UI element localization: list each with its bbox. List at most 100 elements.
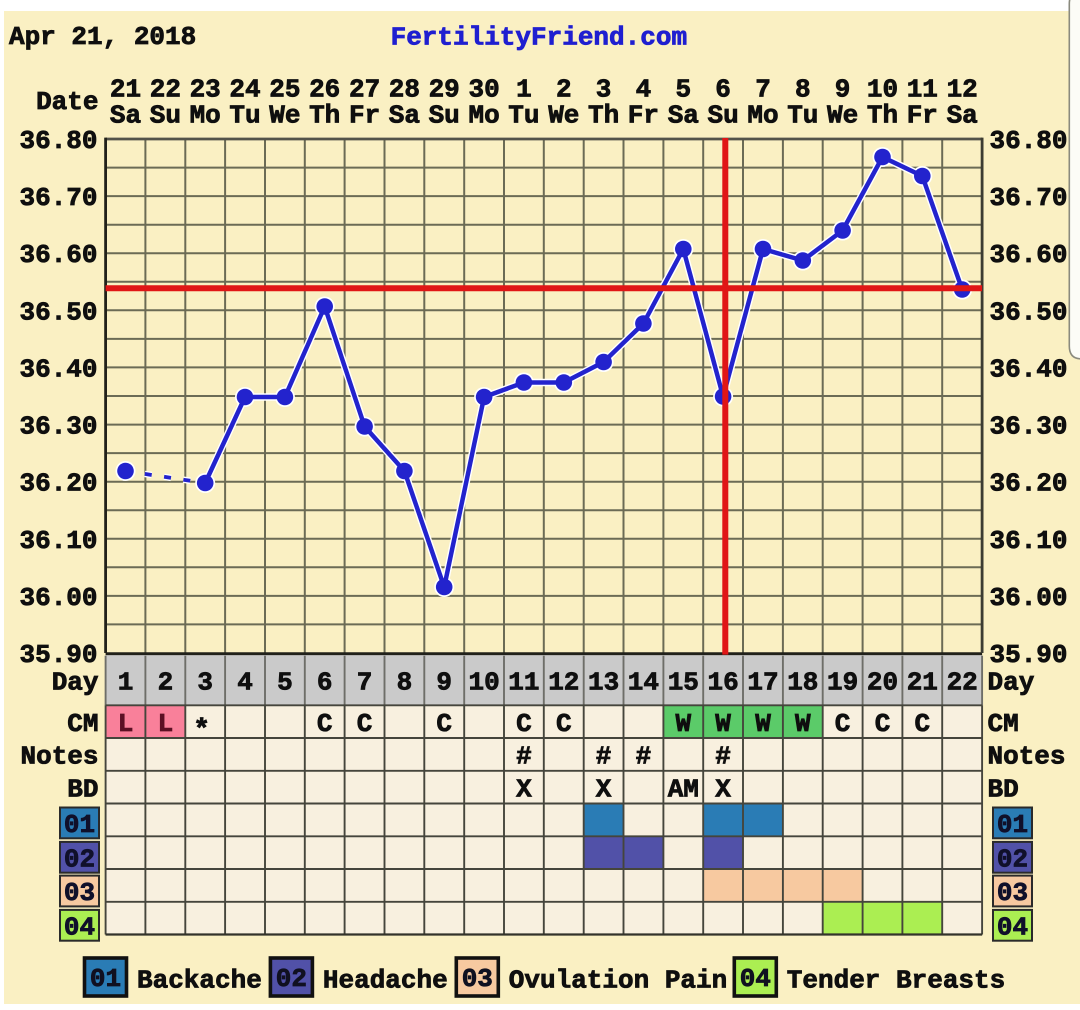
svg-text:Sa: Sa (668, 101, 699, 131)
svg-text:36.30: 36.30 (19, 412, 97, 442)
svg-text:01: 01 (997, 810, 1028, 840)
svg-text:We: We (827, 101, 858, 131)
svg-text:C: C (556, 709, 572, 739)
svg-text:35.90: 35.90 (19, 640, 97, 670)
svg-text:Date: Date (36, 87, 98, 117)
svg-text:2: 2 (556, 75, 572, 105)
svg-text:16: 16 (707, 668, 738, 698)
svg-text:2: 2 (158, 668, 174, 698)
svg-text:C: C (875, 709, 891, 739)
svg-text:Th: Th (867, 101, 898, 131)
svg-text:W: W (675, 709, 691, 739)
svg-text:03: 03 (997, 878, 1028, 908)
svg-text:25: 25 (269, 75, 300, 105)
svg-text:02: 02 (276, 964, 307, 994)
svg-text:30: 30 (468, 75, 499, 105)
svg-text:8: 8 (795, 75, 811, 105)
svg-text:03: 03 (462, 964, 493, 994)
svg-text:W: W (795, 709, 811, 739)
svg-text:C: C (357, 709, 373, 739)
svg-text:36.00: 36.00 (990, 583, 1068, 613)
svg-text:BD: BD (988, 774, 1019, 804)
svg-text:21: 21 (907, 668, 938, 698)
svg-text:36.80: 36.80 (19, 126, 97, 156)
svg-text:Ovulation Pain: Ovulation Pain (509, 965, 727, 995)
svg-text:5: 5 (675, 75, 691, 105)
svg-text:19: 19 (827, 668, 858, 698)
svg-text:C: C (914, 709, 930, 739)
svg-text:01: 01 (90, 964, 121, 994)
svg-text:36.10: 36.10 (19, 526, 97, 556)
svg-text:36.50: 36.50 (19, 297, 97, 327)
svg-text:Apr 21, 2018: Apr 21, 2018 (9, 22, 196, 52)
svg-text:26: 26 (309, 75, 340, 105)
svg-text:W: W (715, 709, 731, 739)
svg-text:36.60: 36.60 (990, 240, 1068, 270)
svg-text:11: 11 (508, 668, 539, 698)
svg-text:Sa: Sa (389, 101, 420, 131)
svg-text:36.70: 36.70 (990, 183, 1068, 213)
svg-text:We: We (548, 101, 579, 131)
svg-text:02: 02 (997, 844, 1028, 874)
svg-text:24: 24 (229, 75, 260, 105)
svg-text:#: # (596, 742, 612, 772)
svg-text:Th: Th (588, 101, 619, 131)
svg-text:C: C (436, 709, 452, 739)
svg-text:36.40: 36.40 (990, 354, 1068, 384)
svg-text:11: 11 (907, 75, 938, 105)
svg-text:C: C (516, 709, 532, 739)
svg-text:BD: BD (67, 774, 98, 804)
svg-text:17: 17 (747, 668, 778, 698)
svg-text:*: * (193, 715, 210, 746)
svg-text:36.60: 36.60 (19, 240, 97, 270)
svg-text:W: W (755, 709, 771, 739)
svg-text:Su: Su (150, 101, 181, 131)
svg-text:22: 22 (150, 75, 181, 105)
svg-text:#: # (516, 742, 532, 772)
svg-text:02: 02 (64, 844, 95, 874)
svg-text:6: 6 (715, 75, 731, 105)
svg-text:Day: Day (988, 668, 1035, 698)
svg-text:13: 13 (588, 668, 619, 698)
svg-text:18: 18 (787, 668, 818, 698)
svg-text:Headache: Headache (323, 965, 448, 995)
svg-text:Tu: Tu (508, 101, 539, 131)
svg-text:01: 01 (64, 810, 95, 840)
svg-text:Sa: Sa (110, 101, 141, 131)
svg-text:8: 8 (397, 668, 413, 698)
svg-text:Th: Th (309, 101, 340, 131)
svg-text:7: 7 (755, 75, 771, 105)
svg-text:5: 5 (277, 668, 293, 698)
svg-text:CM: CM (988, 709, 1019, 739)
svg-text:36.40: 36.40 (19, 354, 97, 384)
svg-text:#: # (636, 742, 652, 772)
svg-text:20: 20 (867, 668, 898, 698)
svg-text:22: 22 (947, 668, 978, 698)
svg-text:FertilityFriend.com: FertilityFriend.com (391, 23, 687, 53)
svg-text:4: 4 (636, 75, 652, 105)
svg-text:9: 9 (835, 75, 851, 105)
svg-text:12: 12 (548, 668, 579, 698)
svg-text:35.90: 35.90 (990, 640, 1068, 670)
svg-text:C: C (317, 709, 333, 739)
svg-text:04: 04 (997, 912, 1028, 942)
svg-text:12: 12 (947, 75, 978, 105)
svg-text:36.20: 36.20 (990, 469, 1068, 499)
svg-text:L: L (118, 709, 134, 739)
svg-text:9: 9 (436, 668, 452, 698)
svg-text:Tu: Tu (787, 101, 818, 131)
svg-text:36.70: 36.70 (19, 183, 97, 213)
svg-text:3: 3 (596, 75, 612, 105)
svg-text:Su: Su (429, 101, 460, 131)
svg-text:4: 4 (237, 668, 253, 698)
svg-text:Mo: Mo (468, 101, 499, 131)
svg-text:28: 28 (389, 75, 420, 105)
svg-text:X: X (715, 774, 731, 804)
svg-text:C: C (835, 709, 851, 739)
svg-text:#: # (715, 742, 731, 772)
svg-text:Mo: Mo (747, 101, 778, 131)
svg-text:CM: CM (67, 709, 98, 739)
svg-text:Fr: Fr (907, 101, 938, 131)
svg-text:Day: Day (52, 668, 99, 698)
svg-text:04: 04 (740, 964, 771, 994)
